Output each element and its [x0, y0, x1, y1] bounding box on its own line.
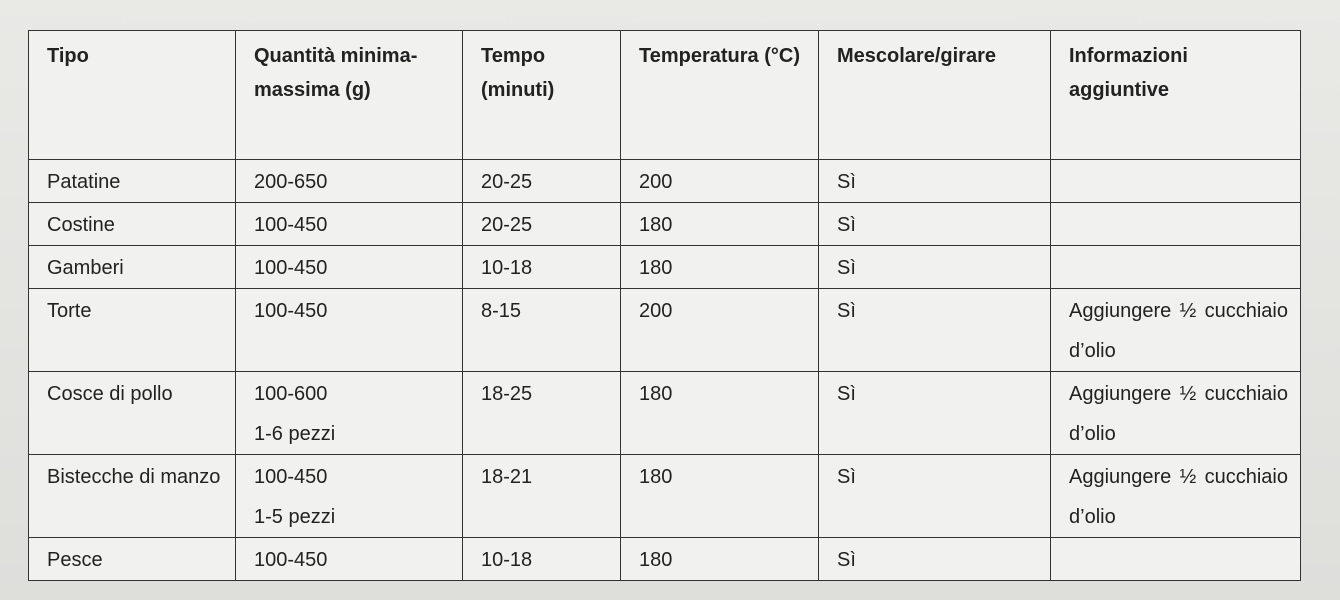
table-cell: [1050, 537, 1301, 581]
table-row: Patatine 200-650 20-25 200 Sì: [28, 159, 1301, 203]
table-cell: Bistecche di manzo: [28, 454, 236, 538]
table-cell: Sì: [818, 245, 1051, 289]
table-cell: 100-450: [235, 288, 463, 372]
table-cell: 200: [620, 288, 819, 372]
table-body: Patatine 200-650 20-25 200 Sì Costine 100-450 2…: [28, 159, 1301, 581]
table-cell: 100-450: [235, 537, 463, 581]
table-cell: 18-25: [462, 371, 621, 455]
table-row: Pesce 100-450 10-18 180 Sì: [28, 537, 1301, 581]
table-row: Cosce di pollo 100-600 1-6 pezzi 18-25 180 S…: [28, 371, 1301, 455]
table-cell: 8-15: [462, 288, 621, 372]
table-cell: Cosce di pollo: [28, 371, 236, 455]
table-cell: 20-25: [462, 202, 621, 246]
table-cell: Costine: [28, 202, 236, 246]
table-cell: Sì: [818, 202, 1051, 246]
table-cell: 10-18: [462, 245, 621, 289]
header-cell: Tipo: [28, 30, 236, 160]
table-cell: 180: [620, 371, 819, 455]
table-cell: [1050, 245, 1301, 289]
table-cell: 200: [620, 159, 819, 203]
table-cell: Sì: [818, 288, 1051, 372]
table-cell: Aggiungere ½ cucchiaio d’olio: [1050, 371, 1301, 455]
table-cell: Pesce: [28, 537, 236, 581]
table-cell: Torte: [28, 288, 236, 372]
table-cell: 100-450 1-5 pezzi: [235, 454, 463, 538]
table-cell: 18-21: [462, 454, 621, 538]
header-cell: Quantità minima-massima (g): [235, 30, 463, 160]
table-cell: Sì: [818, 537, 1051, 581]
table-row: Gamberi 100-450 10-18 180 Sì: [28, 245, 1301, 289]
table-cell: 180: [620, 202, 819, 246]
header-row: Tipo Quantità minima-massima (g) Tempo (mi…: [28, 30, 1301, 160]
header-cell: Tempo (minuti): [462, 30, 621, 160]
table-row: Costine 100-450 20-25 180 Sì: [28, 202, 1301, 246]
table-cell: Sì: [818, 159, 1051, 203]
table-cell: Sì: [818, 454, 1051, 538]
table-cell: Sì: [818, 371, 1051, 455]
table-cell: 200-650: [235, 159, 463, 203]
table-row: Torte 100-450 8-15 200 Sì Aggiungere ½ cucchi…: [28, 288, 1301, 372]
table-cell: Aggiungere ½ cucchiaio d’olio: [1050, 288, 1301, 372]
table-cell: [1050, 202, 1301, 246]
table-cell: Gamberi: [28, 245, 236, 289]
table-cell: 180: [620, 245, 819, 289]
table-cell: Patatine: [28, 159, 236, 203]
table-cell: 180: [620, 454, 819, 538]
table-cell: 180: [620, 537, 819, 581]
table-cell: Aggiungere ½ cucchiaio d’olio: [1050, 454, 1301, 538]
table-cell: 10-18: [462, 537, 621, 581]
cooking-table: Tipo Quantità minima-massima (g) Tempo (mi…: [28, 30, 1301, 581]
table-cell: [1050, 159, 1301, 203]
header-cell: Temperatura (°C): [620, 30, 819, 160]
header-cell: Informazioni aggiuntive: [1050, 30, 1301, 160]
header-cell: Mescolare/girare: [818, 30, 1051, 160]
table-cell: 100-450: [235, 245, 463, 289]
table-cell: 20-25: [462, 159, 621, 203]
table-cell: 100-600 1-6 pezzi: [235, 371, 463, 455]
table-cell: 100-450: [235, 202, 463, 246]
table-row: Bistecche di manzo 100-450 1-5 pezzi 18-21…: [28, 454, 1301, 538]
